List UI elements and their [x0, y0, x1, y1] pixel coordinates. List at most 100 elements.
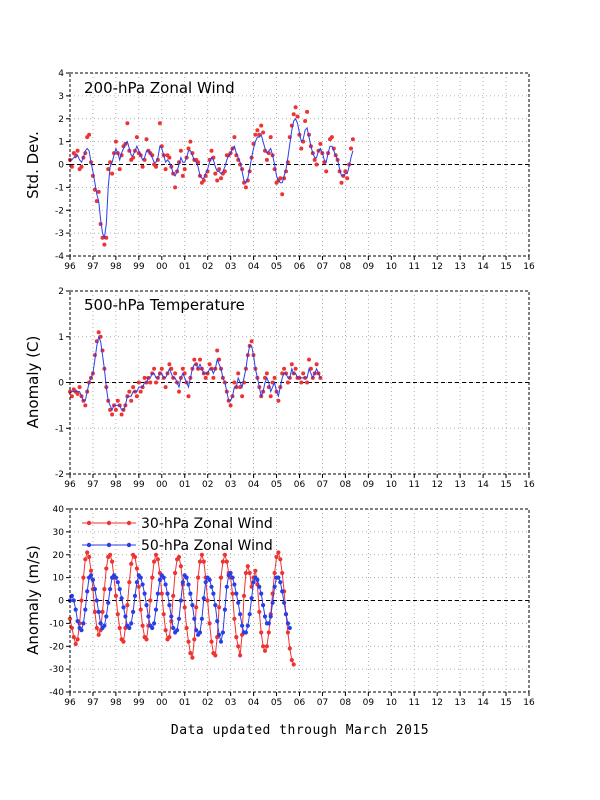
x-tick-label: 04 — [248, 480, 260, 490]
y-tick-label: -2 — [55, 206, 64, 216]
data-point — [201, 596, 206, 601]
data-point — [261, 130, 266, 135]
data-point — [79, 628, 84, 633]
data-point — [102, 242, 107, 247]
data-point — [253, 568, 258, 573]
data-point — [349, 146, 353, 151]
data-point — [312, 157, 317, 162]
data-point — [243, 570, 248, 576]
x-tick-label: 14 — [477, 262, 489, 272]
data-point — [98, 621, 103, 626]
data-point — [299, 146, 304, 151]
data-point — [253, 132, 258, 137]
data-point — [69, 394, 74, 399]
data-point — [198, 357, 202, 362]
data-point — [190, 603, 195, 608]
data-point — [75, 619, 80, 624]
x-tick-label: 15 — [500, 698, 511, 708]
data-point — [94, 625, 99, 631]
data-point — [144, 637, 149, 642]
data-point — [132, 593, 138, 599]
data-point — [75, 148, 80, 153]
data-point — [138, 607, 143, 612]
data-point — [157, 121, 162, 126]
data-point — [201, 178, 206, 183]
x-tick-label: 06 — [294, 262, 306, 272]
x-tick-label: 07 — [317, 262, 328, 272]
x-tick-label: 07 — [317, 480, 328, 490]
data-point — [161, 575, 166, 580]
data-point — [169, 614, 174, 619]
data-point — [117, 625, 122, 631]
data-point — [287, 646, 292, 651]
data-point — [110, 171, 115, 176]
x-tick-label: 01 — [179, 262, 190, 272]
data-point — [188, 139, 193, 144]
data-point — [249, 339, 254, 344]
data-point — [96, 189, 101, 194]
data-point — [96, 330, 101, 335]
data-point — [257, 609, 262, 615]
data-point — [140, 623, 145, 628]
data-point — [339, 180, 344, 185]
data-point — [259, 591, 264, 596]
x-tick-label: 13 — [454, 262, 465, 272]
x-tick-label: 14 — [477, 698, 489, 708]
data-point — [234, 591, 239, 596]
data-point — [129, 561, 134, 567]
data-point — [238, 385, 243, 390]
data-point — [209, 148, 214, 153]
data-point — [220, 559, 225, 564]
data-point — [69, 164, 74, 169]
x-tick-label: 07 — [317, 698, 328, 708]
x-tick-label: 00 — [156, 698, 168, 708]
plot-area: 96 97 98 99 00 01 02 03 04 05 06 07 08 09 10 11 12 13 14 15… — [55, 69, 535, 272]
data-point — [222, 552, 227, 557]
data-point — [270, 380, 275, 385]
data-point — [155, 557, 160, 562]
data-point — [197, 559, 203, 564]
data-point — [182, 167, 187, 172]
y-tick-label: -1 — [55, 424, 64, 434]
data-point — [134, 135, 139, 140]
data-point — [213, 171, 218, 176]
data-point — [255, 577, 260, 583]
data-point — [268, 135, 273, 140]
data-point — [238, 612, 243, 617]
data-point — [71, 635, 76, 640]
data-point — [293, 105, 298, 110]
data-point — [278, 580, 283, 585]
data-point — [217, 605, 222, 610]
data-point — [134, 580, 139, 585]
data-point — [154, 380, 158, 385]
data-point — [236, 600, 241, 605]
data-point — [194, 605, 199, 610]
data-point — [276, 398, 281, 403]
data-point — [213, 653, 218, 658]
data-point — [163, 582, 168, 587]
data-point — [175, 628, 180, 633]
data-point — [272, 570, 277, 576]
data-point — [243, 185, 248, 190]
x-tick-label: 10 — [386, 480, 398, 490]
data-point — [117, 587, 122, 592]
legend-swatch-50hpa — [82, 542, 136, 548]
data-point — [278, 557, 283, 562]
data-point — [219, 176, 223, 181]
data-point — [285, 380, 290, 385]
chart-panel-qbo-zonal-wind: 96 97 98 99 00 01 02 03 04 05 06 07 08 09 10 11 12 13 14 15… — [24, 505, 535, 708]
data-point — [213, 603, 218, 608]
data-point — [152, 559, 157, 564]
data-point — [150, 575, 155, 580]
chart-title: 500-hPa Temperature — [84, 296, 245, 314]
data-point — [207, 621, 212, 626]
data-point — [180, 173, 185, 178]
data-point — [285, 630, 290, 635]
legend-label-30hpa: 30-hPa Zonal Wind — [141, 516, 273, 532]
data-point — [203, 375, 208, 380]
x-tick-label: 10 — [386, 262, 398, 272]
data-point — [215, 619, 220, 624]
x-tick-label: 96 — [64, 262, 76, 272]
x-tick-label: 06 — [294, 698, 306, 708]
data-point — [192, 616, 197, 621]
